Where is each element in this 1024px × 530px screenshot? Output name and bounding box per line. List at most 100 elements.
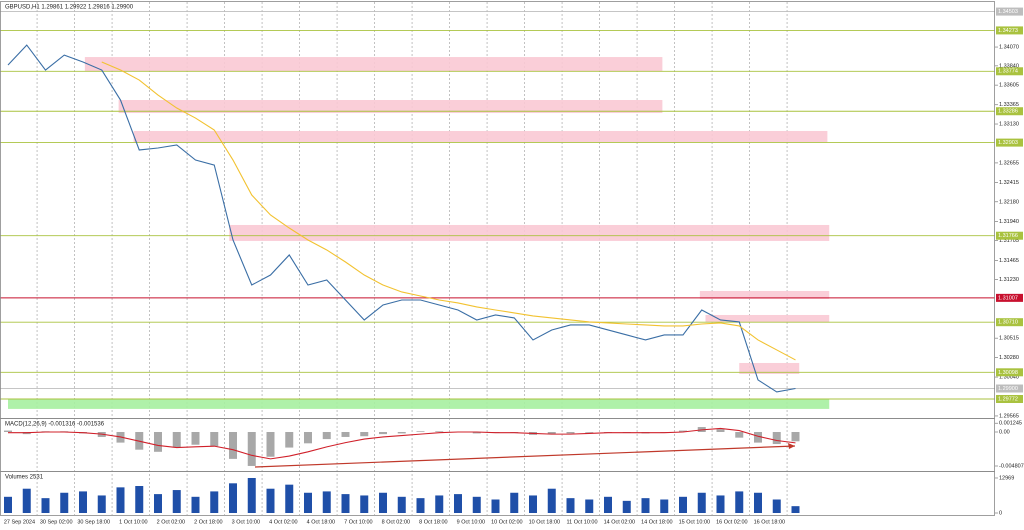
- x-tick-label: 14 Oct 02:00: [604, 519, 636, 525]
- macd-title: MACD(12,26,9) -0.001316 -0.001536: [5, 422, 105, 428]
- bar: [510, 492, 519, 513]
- level-label: 1.31766: [998, 233, 1018, 239]
- bar: [79, 491, 87, 513]
- bar: [622, 500, 631, 513]
- volume-panel-border: [0, 471, 995, 516]
- level-label-box: [996, 26, 1023, 35]
- x-tick-label: 3 Oct 10:00: [232, 519, 260, 525]
- bar: [41, 498, 50, 513]
- x-tick-label: 14 Oct 18:00: [641, 519, 673, 525]
- x-tick-label: 30 Sep 18:00: [77, 519, 110, 525]
- y-tick-label: 1.34070: [999, 44, 1019, 50]
- y-tick-label: 1.29565: [999, 413, 1019, 419]
- y-tick-label: 1.31940: [999, 219, 1019, 225]
- bar: [772, 499, 781, 513]
- zone: [133, 130, 828, 143]
- bar: [247, 432, 256, 466]
- zone: [84, 57, 663, 72]
- bar: [604, 496, 612, 513]
- y-tick-label: 0.00: [999, 429, 1010, 435]
- bar: [247, 477, 256, 513]
- bar: [397, 432, 406, 434]
- zone: [118, 100, 663, 114]
- bar: [791, 432, 800, 442]
- trend-arrow-head: [788, 443, 795, 449]
- y-tick-label: 1.31705: [999, 238, 1019, 244]
- bar: [435, 495, 444, 513]
- x-tick-label: 10 Oct 02:00: [491, 519, 523, 525]
- y-tick-label: 1.33840: [999, 63, 1019, 69]
- bar: [266, 488, 275, 513]
- bar: [4, 496, 12, 513]
- bar: [697, 492, 706, 513]
- level-label: 1.34503: [998, 9, 1018, 15]
- level-label-box: [996, 395, 1023, 404]
- bar: [585, 499, 594, 513]
- y-tick-label: 1.33365: [999, 102, 1019, 108]
- bar: [360, 495, 369, 513]
- y-tick-label: 1.33130: [999, 121, 1019, 127]
- x-tick-label: 7 Oct 10:00: [344, 519, 372, 525]
- bar: [135, 486, 144, 513]
- x-tick-label: 11 Oct 10:00: [566, 519, 597, 525]
- trend-arrow: [254, 445, 796, 468]
- bar: [116, 487, 125, 513]
- bar: [304, 432, 312, 444]
- x-tick-label: 8 Oct 02:00: [382, 519, 410, 525]
- level-label-box: [996, 384, 1023, 393]
- y-tick-label: 1.30515: [999, 336, 1019, 342]
- bar: [154, 494, 162, 513]
- x-tick-label: 9 Oct 10:00: [457, 519, 485, 525]
- x-tick-label: 16 Oct 18:00: [754, 519, 786, 525]
- x-tick-label: 16 Oct 02:00: [716, 519, 748, 525]
- bar: [435, 431, 444, 432]
- y-tick-label: 1.32655: [999, 160, 1019, 166]
- y-tick-label: 1.30280: [999, 355, 1019, 361]
- level-label: 1.30098: [998, 370, 1018, 376]
- level-label: 1.34273: [998, 28, 1018, 34]
- level-label-box: [996, 318, 1023, 327]
- bar: [397, 496, 406, 513]
- bar: [304, 492, 312, 513]
- level-label-box: [996, 293, 1023, 302]
- bar: [472, 496, 481, 513]
- bar: [772, 432, 781, 445]
- y-tick-label: 1.32180: [999, 199, 1019, 205]
- level-label-box: [996, 7, 1023, 16]
- bar: [172, 432, 181, 448]
- y-tick-label: 0: [999, 510, 1002, 516]
- bar: [529, 495, 537, 513]
- bar: [585, 432, 594, 433]
- bar: [322, 491, 331, 513]
- bar: [22, 488, 31, 513]
- bar: [210, 432, 219, 447]
- level-label: 1.29900: [998, 386, 1018, 392]
- bar: [641, 498, 650, 513]
- y-tick-label: 1.30040: [999, 375, 1019, 381]
- bar: [491, 499, 500, 513]
- series-line: [7, 44, 796, 393]
- bar: [679, 430, 687, 432]
- level-label: 1.32903: [998, 140, 1018, 146]
- level-label-box: [996, 231, 1023, 240]
- y-tick-label: -0.004807: [999, 463, 1024, 469]
- bar: [360, 432, 369, 437]
- level-label-box: [996, 107, 1023, 116]
- bar: [754, 492, 762, 513]
- x-tick-label: 8 Oct 18:00: [419, 519, 447, 525]
- bar: [679, 496, 687, 513]
- series-line: [101, 61, 796, 361]
- price-title: GBPUSD,H1 1.29861 1.29922 1.29816 1.2990…: [5, 5, 134, 11]
- bar: [379, 492, 387, 513]
- level-label: 1.29772: [998, 396, 1018, 402]
- bar: [416, 498, 425, 513]
- zone: [229, 224, 830, 241]
- level-label: 1.31007: [998, 295, 1018, 301]
- bar: [735, 491, 744, 513]
- zone: [705, 314, 830, 322]
- level-label-box: [996, 138, 1023, 147]
- y-tick-label: 1.31230: [999, 277, 1019, 283]
- y-tick-label: 1.33605: [999, 83, 1019, 89]
